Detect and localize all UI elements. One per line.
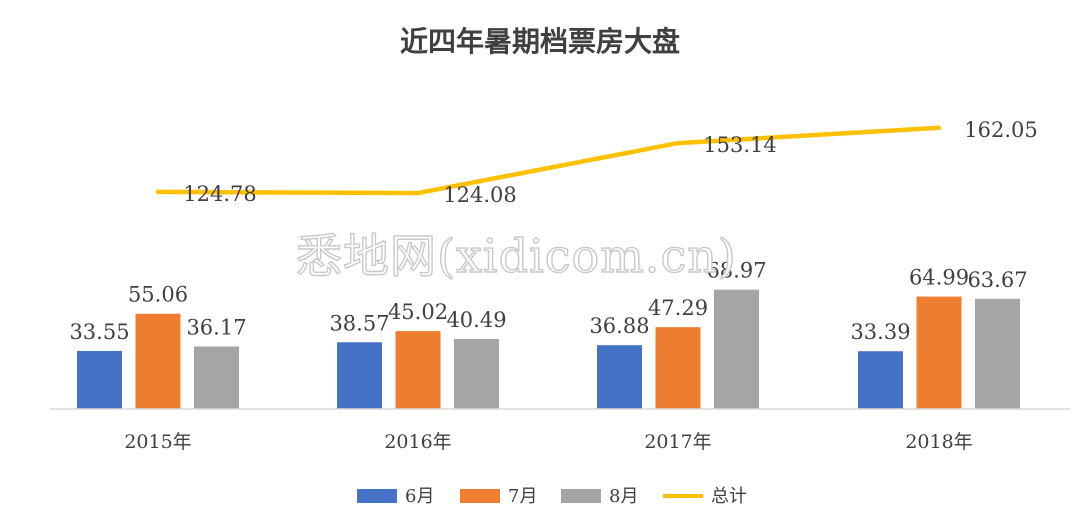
bar-6月-2016年 bbox=[337, 342, 382, 409]
line-value-label: 124.08 bbox=[443, 183, 516, 207]
bar-6月-2018年 bbox=[858, 351, 903, 409]
bar-value-label: 40.49 bbox=[446, 308, 506, 332]
x-tick-label: 2015年 bbox=[124, 431, 191, 453]
bar-7月-2015年 bbox=[135, 313, 181, 409]
bar-value-label: 38.57 bbox=[329, 311, 389, 335]
bar-7月-2017年 bbox=[655, 327, 701, 409]
bar-value-label: 63.67 bbox=[967, 268, 1027, 292]
legend-label: 6月 bbox=[405, 486, 434, 507]
bar-value-label: 33.55 bbox=[69, 320, 129, 344]
watermark: 悉地网(xidicom.cn) bbox=[296, 229, 737, 283]
line-value-label: 162.05 bbox=[964, 118, 1037, 142]
legend-swatch bbox=[460, 489, 500, 503]
bar-8月-2018年 bbox=[975, 298, 1020, 409]
bar-8月-2015年 bbox=[194, 346, 239, 409]
legend-swatch bbox=[357, 489, 397, 503]
bar-value-label: 36.88 bbox=[589, 314, 649, 338]
bar-value-label: 47.29 bbox=[648, 296, 708, 320]
bar-value-label: 33.39 bbox=[850, 320, 910, 344]
x-tick-label: 2018年 bbox=[905, 431, 972, 453]
bar-series-group bbox=[77, 289, 1020, 409]
line-value-label: 124.78 bbox=[183, 182, 256, 206]
bar-8月-2016年 bbox=[454, 338, 499, 409]
line-data-labels: 124.78 124.08 153.14 162.05 bbox=[183, 118, 1037, 207]
x-tick-label: 2016年 bbox=[384, 431, 451, 453]
bar-value-label: 45.02 bbox=[388, 300, 448, 324]
total-line-series bbox=[155, 125, 942, 196]
bar-value-label: 55.06 bbox=[128, 283, 188, 307]
legend: 6月 7月 8月 总计 bbox=[357, 486, 747, 507]
bar-value-label: 36.17 bbox=[186, 315, 246, 339]
bar-8月-2017年 bbox=[714, 289, 759, 409]
x-axis-ticks: 2015年 2016年 2017年 2018年 bbox=[124, 431, 972, 453]
legend-swatch bbox=[561, 489, 601, 503]
x-tick-label: 2017年 bbox=[644, 431, 711, 453]
bar-value-label: 64.99 bbox=[909, 266, 969, 290]
bar-value-label: 68.97 bbox=[706, 259, 766, 283]
bar-6月-2017年 bbox=[597, 345, 642, 409]
legend-label: 7月 bbox=[508, 486, 537, 507]
chart-title: 近四年暑期档票房大盘 bbox=[400, 25, 680, 58]
bar-7月-2018年 bbox=[916, 296, 962, 409]
total-line bbox=[155, 125, 942, 196]
legend-label: 总计 bbox=[711, 486, 747, 507]
legend-label: 8月 bbox=[609, 486, 638, 507]
bar-6月-2015年 bbox=[77, 350, 122, 409]
line-value-label: 153.14 bbox=[703, 133, 776, 157]
bar-7月-2016年 bbox=[395, 331, 441, 409]
